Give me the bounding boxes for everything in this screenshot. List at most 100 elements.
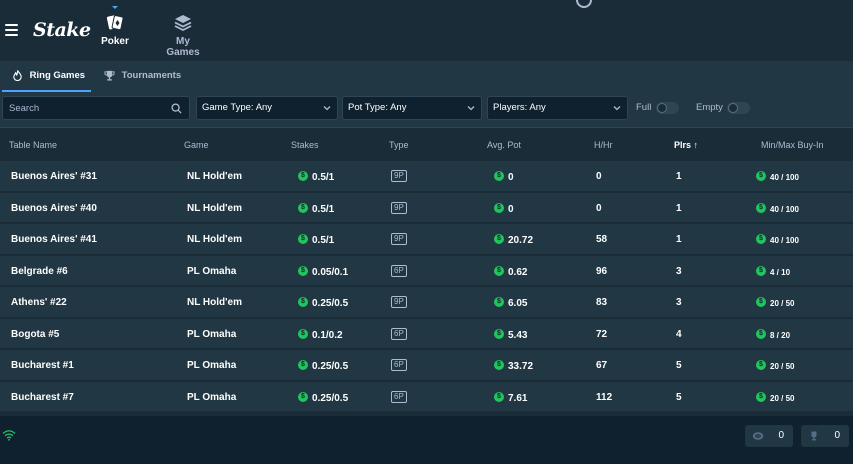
coin-icon	[756, 297, 766, 307]
search-icon[interactable]	[171, 103, 182, 114]
coin-icon	[298, 360, 308, 370]
player-count: 5	[676, 391, 682, 403]
nav-my-games[interactable]: My Games	[158, 14, 208, 58]
player-count: 3	[676, 297, 682, 308]
tab-tournaments[interactable]: Tournaments	[104, 61, 181, 92]
table-row[interactable]: Belgrade #6 PL Omaha 0.05/0.1 6P 0.62 96 3 4 / …	[0, 255, 853, 287]
coin-icon	[756, 202, 766, 213]
table-name: Bogota #5	[11, 328, 60, 340]
coin-icon	[494, 391, 504, 402]
game-type: NL Hold'em	[187, 202, 242, 214]
table-row[interactable]: Bucharest #7 PL Omaha 0.25/0.5 6P 7.61 112 5 20…	[0, 381, 853, 413]
stakes: 0.5/1	[298, 234, 334, 246]
buy-in: 4 / 10	[756, 265, 790, 278]
buy-in-value: 20 / 50	[770, 362, 795, 371]
coin-icon	[494, 360, 504, 370]
hands-per-hour: 67	[596, 360, 608, 371]
table-row[interactable]: Buenos Aires' #40 NL Hold'em 0.5/1 9P 0 0 1 40 …	[0, 192, 853, 224]
col-type[interactable]: Type	[389, 140, 409, 150]
chevron-down-icon	[467, 106, 475, 111]
coin-icon	[298, 328, 308, 339]
stack-icon	[174, 15, 192, 32]
stakes-value: 0.25/0.5	[312, 361, 349, 372]
tournaments-count: 0	[834, 430, 840, 441]
table-name: Buenos Aires' #41	[11, 234, 97, 245]
game-type: PL Omaha	[187, 265, 237, 277]
table-row[interactable]: Bucharest #1 PL Omaha 0.25/0.5 6P 33.72 67 5 20…	[0, 350, 853, 382]
stakes: 0.25/0.5	[298, 297, 348, 309]
col-hands-per-hour[interactable]: H/Hr	[594, 140, 613, 150]
avg-pot-value: 5.43	[508, 329, 528, 341]
tournaments-counter[interactable]: 0	[801, 425, 849, 447]
game-type-value: Game Type: Any	[202, 102, 273, 113]
table-name: Buenos Aires' #40	[11, 202, 97, 214]
table-row[interactable]: Buenos Aires' #41 NL Hold'em 0.5/1 9P 20.72 5…	[0, 224, 853, 256]
top-bar: Stake Poker My Games	[0, 0, 853, 61]
empty-toggle[interactable]	[727, 102, 750, 114]
coin-icon	[494, 297, 504, 307]
game-type: NL Hold'em	[187, 171, 242, 182]
game-type-select[interactable]: Game Type: Any	[196, 96, 338, 120]
col-avg-pot[interactable]: Avg. Pot	[487, 140, 521, 150]
avg-pot: 0	[494, 202, 514, 215]
cards-icon	[106, 15, 124, 31]
col-players[interactable]: Plrs ↑	[674, 140, 699, 150]
flame-icon	[13, 70, 22, 81]
nav-my-games-label: My Games	[166, 36, 200, 58]
tab-ring-games[interactable]: Ring Games	[12, 61, 85, 92]
menu-icon[interactable]	[5, 24, 18, 36]
search-box	[2, 96, 190, 120]
avg-pot-value: 7.61	[508, 392, 528, 404]
col-game[interactable]: Game	[184, 140, 209, 150]
toggle-knob	[657, 103, 667, 113]
open-tables-counter[interactable]: 0	[745, 425, 793, 447]
avg-pot: 6.05	[494, 297, 527, 309]
pot-type-value: Pot Type: Any	[348, 102, 407, 113]
stakes: 0.25/0.5	[298, 391, 348, 404]
seats-type: 9P	[391, 170, 407, 182]
col-table-name[interactable]: Table Name	[9, 140, 58, 150]
players-select[interactable]: Players: Any	[487, 96, 628, 120]
coin-icon	[756, 171, 766, 181]
pot-type-select[interactable]: Pot Type: Any	[342, 96, 482, 120]
avg-pot: 5.43	[494, 328, 528, 341]
coin-icon	[494, 171, 504, 181]
table-name: Belgrade #6	[11, 265, 68, 277]
seats-type: 6P	[391, 327, 407, 340]
avg-pot-value: 20.72	[508, 235, 534, 246]
col-stakes[interactable]: Stakes	[291, 140, 319, 150]
active-indicator	[112, 6, 118, 9]
coin-icon	[756, 234, 766, 244]
stakes: 0.05/0.1	[298, 265, 348, 278]
nav-poker[interactable]: Poker	[101, 6, 129, 47]
col-buy-in[interactable]: Min/Max Buy-In	[761, 140, 824, 150]
poker-table-icon	[752, 432, 764, 440]
toggle-knob	[728, 103, 738, 113]
avg-pot: 7.61	[494, 391, 528, 404]
seats-badge: 6P	[391, 359, 407, 371]
bottom-bar: 0 0	[0, 416, 853, 464]
hands-per-hour: 83	[596, 297, 608, 308]
stake-logo[interactable]: Stake	[33, 19, 91, 41]
table-row[interactable]: Athens' #22 NL Hold'em 0.25/0.5 9P 6.05 83 3 20…	[0, 287, 853, 319]
avg-pot: 20.72	[494, 234, 533, 246]
player-count: 4	[676, 328, 682, 340]
player-count: 1	[676, 234, 682, 245]
ring-games-table: Table Name Game Stakes Type Avg. Pot H/H…	[0, 129, 853, 416]
hands-per-hour: 112	[596, 391, 613, 403]
search-input[interactable]	[9, 100, 169, 116]
coin-icon	[298, 265, 308, 276]
user-circle-icon[interactable]	[576, 0, 592, 8]
trophy-icon	[104, 70, 115, 81]
coin-icon	[756, 265, 766, 276]
table-row[interactable]: Bogota #5 PL Omaha 0.1/0.2 6P 5.43 72 4 8 / 20	[0, 318, 853, 350]
buy-in: 20 / 50	[756, 391, 794, 404]
table-row[interactable]: Buenos Aires' #31 NL Hold'em 0.5/1 9P 0 0 1 40 …	[0, 161, 853, 193]
stakes-value: 0.1/0.2	[312, 329, 343, 341]
buy-in: 20 / 50	[756, 297, 794, 309]
full-toggle[interactable]	[656, 102, 679, 114]
coin-icon	[756, 391, 766, 402]
coin-icon	[494, 202, 504, 213]
seats-type: 6P	[391, 359, 407, 371]
stakes: 0.5/1	[298, 202, 334, 215]
